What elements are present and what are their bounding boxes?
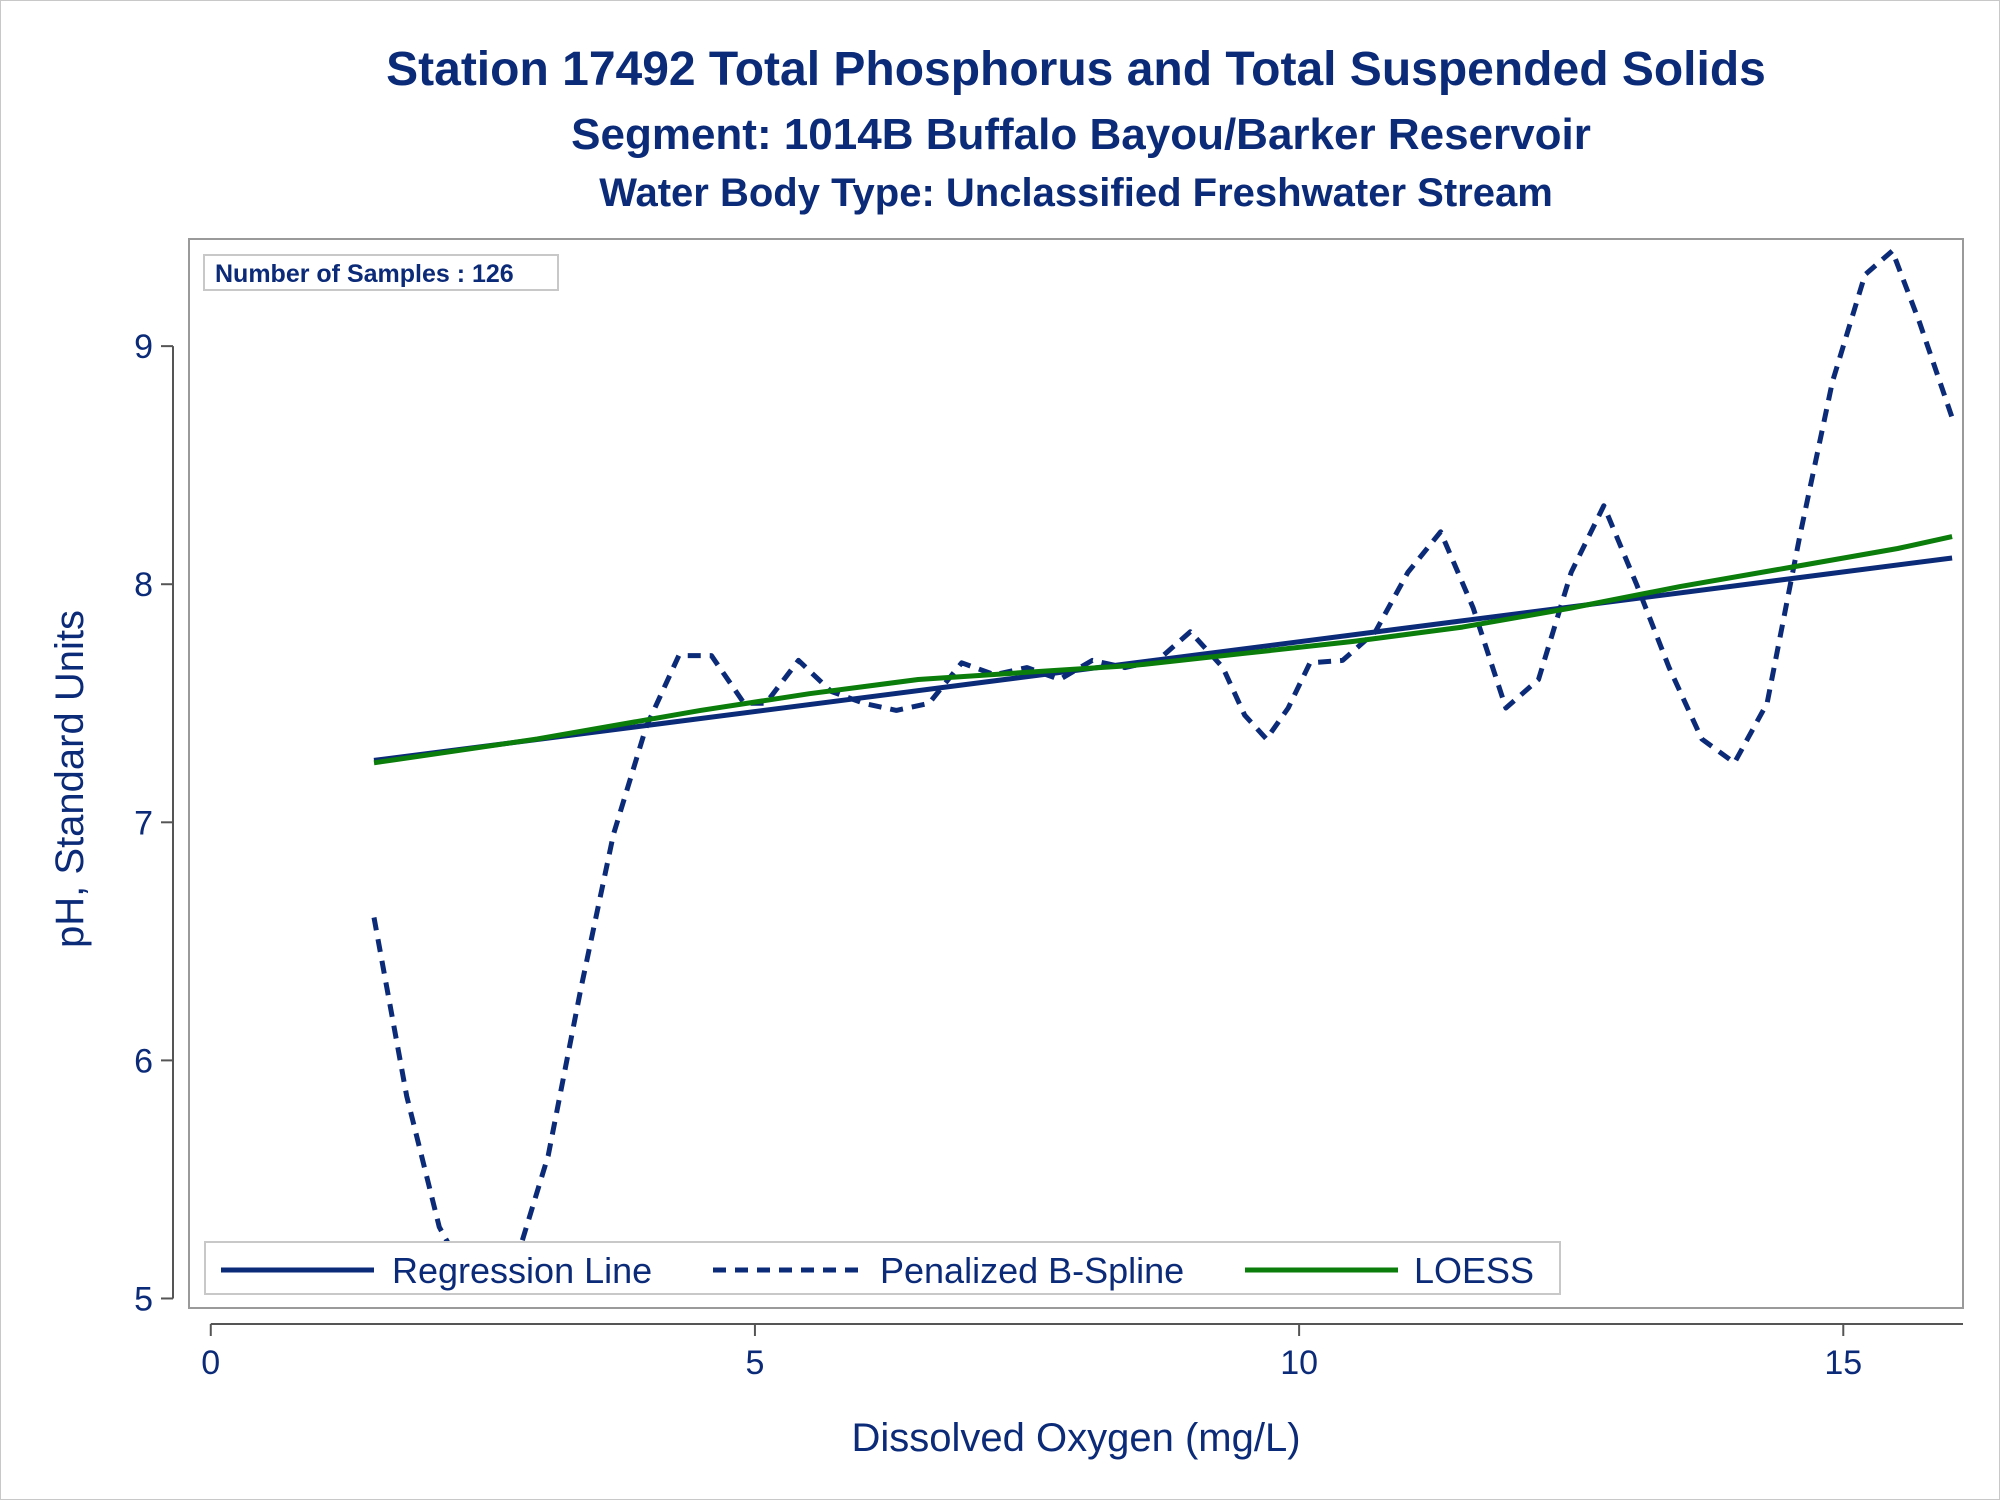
- series-line-loess: [373, 534, 1953, 766]
- sample-count-text: Number of Samples : 126: [215, 260, 514, 288]
- series-line-penalized-b-spline: [371, 248, 1955, 1290]
- y-tick-label: 8: [134, 566, 153, 604]
- chart-subtitle: Segment: 1014B Buffalo Bayou/Barker Rese…: [571, 110, 1591, 159]
- legend: Regression Line Penalized B-Spline LOESS: [204, 1241, 1561, 1295]
- legend-label-loess: LOESS: [1414, 1250, 1534, 1291]
- x-axis-label: Dissolved Oxygen (mg/L): [851, 1416, 1300, 1460]
- y-tick-label: 5: [134, 1280, 153, 1318]
- y-axis: 5 6 7 8 9: [134, 328, 174, 1318]
- legend-label-regression-line: Regression Line: [392, 1250, 652, 1291]
- series-layer: [371, 248, 1955, 1290]
- x-tick-label: 10: [1280, 1344, 1318, 1382]
- x-tick-label: 5: [745, 1344, 764, 1382]
- y-tick-label: 9: [134, 328, 153, 366]
- sample-count-box: [203, 254, 559, 291]
- x-tick-label: 15: [1824, 1344, 1862, 1382]
- x-axis: 0 5 10 15: [201, 1323, 1963, 1382]
- legend-label-penalized-b-spline: Penalized B-Spline: [880, 1250, 1184, 1291]
- plot-area-frame: [188, 238, 1964, 1309]
- sample-count-annotation: Number of Samples : 126: [203, 254, 559, 291]
- y-tick-label: 6: [134, 1042, 153, 1080]
- x-tick-label: 0: [201, 1344, 220, 1382]
- chart-title: Station 17492 Total Phosphorus and Total…: [386, 43, 1766, 96]
- chart-subtitle-2: Water Body Type: Unclassified Freshwater…: [599, 171, 1553, 215]
- series-line-regression-line: [373, 555, 1953, 763]
- y-axis-label: pH, Standard Units: [48, 610, 92, 948]
- y-tick-label: 7: [134, 804, 153, 842]
